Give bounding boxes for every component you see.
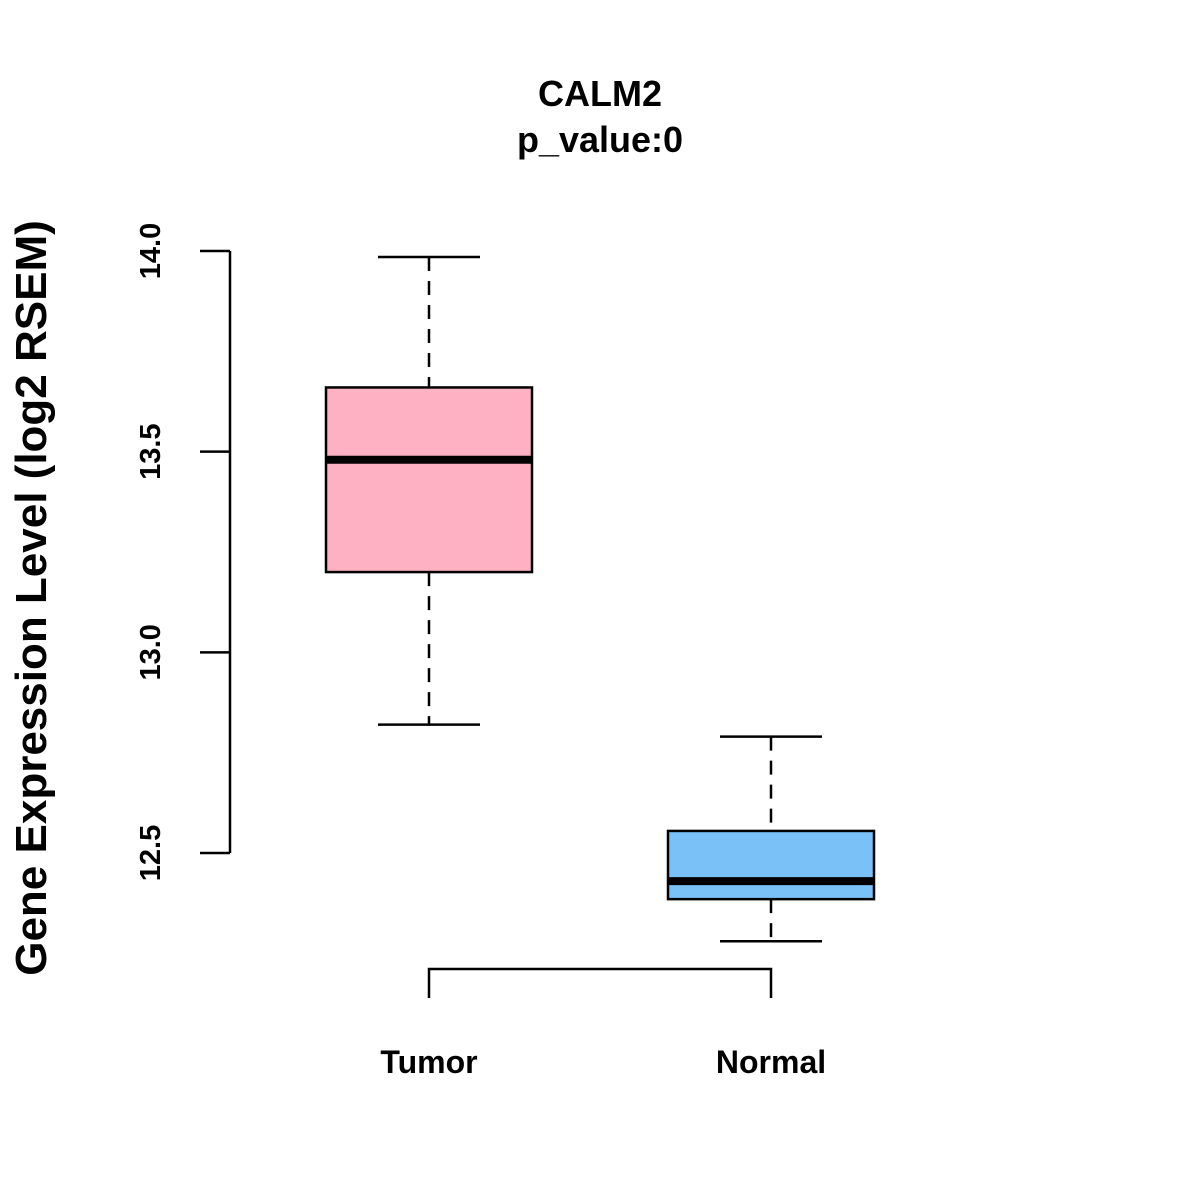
x-axis-labels: Tumor Normal bbox=[380, 1044, 826, 1080]
y-tick-label: 13.0 bbox=[135, 624, 167, 680]
y-axis: 12.5 13.0 13.5 14.0 bbox=[135, 223, 232, 881]
box-normal bbox=[666, 735, 876, 943]
chart-subtitle: p_value:0 bbox=[517, 119, 683, 160]
box-tumor bbox=[324, 255, 534, 726]
x-label-normal: Normal bbox=[716, 1044, 826, 1080]
boxes-layer bbox=[324, 255, 876, 943]
y-tick-label: 13.5 bbox=[135, 423, 167, 479]
x-label-tumor: Tumor bbox=[380, 1044, 477, 1080]
bracket-line bbox=[427, 967, 773, 998]
y-tick-label: 12.5 bbox=[135, 825, 167, 881]
comparison-bracket bbox=[427, 967, 773, 998]
iqr-box bbox=[324, 386, 534, 574]
y-axis-label: Gene Expression Level (log2 RSEM) bbox=[7, 220, 56, 976]
y-tick-label: 14.0 bbox=[135, 223, 167, 279]
iqr-box bbox=[666, 829, 876, 901]
chart-title: CALM2 bbox=[538, 73, 662, 114]
